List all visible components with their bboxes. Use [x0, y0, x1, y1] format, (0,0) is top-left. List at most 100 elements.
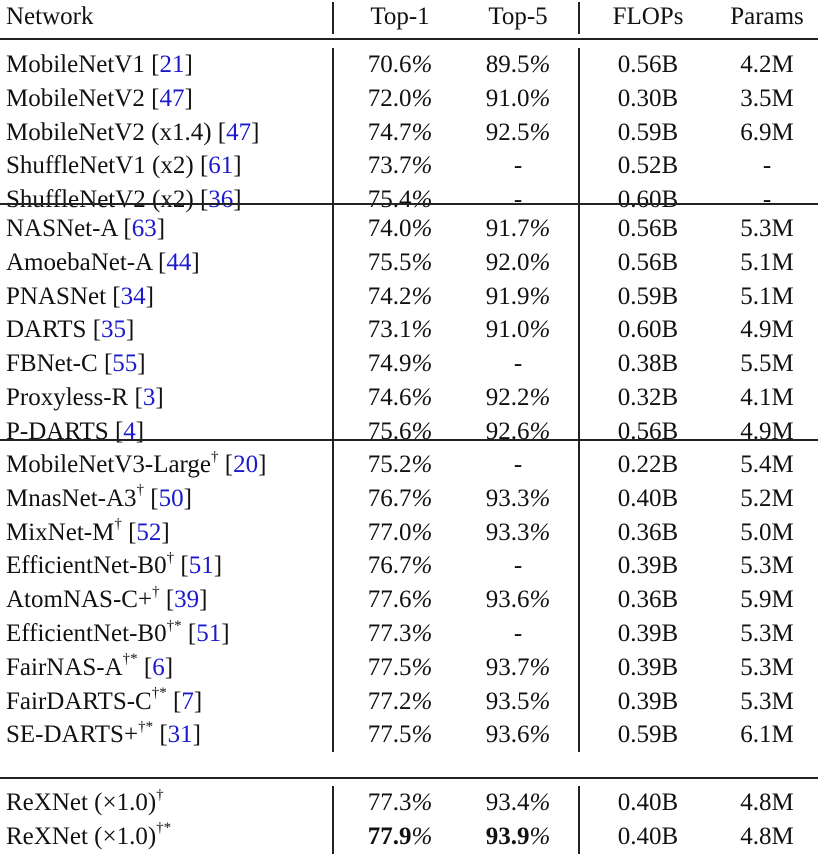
params-value: 6.1M [740, 721, 794, 749]
flops-value: 0.59B [617, 118, 679, 146]
network-label: FBNet-C [6, 350, 98, 378]
citation-link[interactable]: 31 [167, 721, 193, 749]
table-header-row: Network Top-1 Top-5 FLOPs Params [0, 0, 822, 34]
header-flops: FLOPs [612, 3, 684, 30]
top1-value: 76.7% [367, 484, 433, 512]
footnote-marker: † [166, 550, 175, 567]
footnote-marker: †* [122, 651, 138, 668]
footnote-marker: † [152, 583, 160, 600]
citation-link[interactable]: 3 [142, 384, 156, 411]
network-label: ShuffleNetV2 (x2) [6, 186, 194, 214]
column-divider [578, 786, 580, 854]
params-value: 5.9M [740, 586, 794, 614]
column-divider [578, 2, 580, 34]
table-row: Proxyless-R [3] 74.6% 92.2% 0.32B 4.1M [0, 381, 822, 415]
top1-value: 77.9% [367, 822, 433, 850]
citation-link[interactable]: 39 [174, 586, 200, 614]
table-row: MobileNetV1 [21] 70.6% 89.5% 0.56B 4.2M [0, 48, 822, 82]
citation-link[interactable]: 50 [158, 484, 184, 512]
top5-value: 91.0% [485, 316, 551, 344]
table-row: ShuffleNetV2 (x2) [36] 75.4% - 0.60B - [0, 183, 822, 217]
horizontal-rule [0, 439, 818, 441]
params-value: 4.8M [740, 789, 794, 816]
citation-link[interactable]: 52 [136, 518, 162, 546]
column-divider [578, 48, 580, 217]
top5-value: - [513, 152, 523, 180]
top1-value: 77.3% [367, 789, 433, 816]
flops-value: 0.59B [617, 721, 679, 749]
citation-link[interactable]: 7 [181, 687, 194, 715]
footnote-marker: † [156, 786, 164, 803]
table-row: ShuffleNetV1 (x2) [61] 73.7% - 0.52B - [0, 149, 822, 183]
network-name: Proxyless-R [3] [6, 384, 164, 411]
network-name: ShuffleNetV2 (x2) [36] [6, 186, 242, 214]
citation-link[interactable]: 6 [152, 653, 165, 681]
footnote-marker: † [211, 448, 219, 465]
citation-link[interactable]: 36 [208, 186, 234, 214]
top5-value: 91.0% [485, 84, 551, 112]
network-name: FairDARTS-C†* [7] [6, 685, 203, 715]
flops-value: 0.40B [617, 484, 679, 512]
network-name: EfficientNet-B0† [51] [6, 550, 223, 580]
network-name: EfficientNet-B0†* [51] [6, 617, 230, 647]
citation-link[interactable]: 61 [208, 152, 234, 180]
top1-value: 75.2% [367, 451, 433, 478]
top5-value: - [513, 552, 523, 580]
citation-link[interactable]: 20 [233, 451, 259, 478]
top5-value: - [513, 186, 523, 214]
citation-link[interactable]: 35 [101, 316, 127, 344]
flops-value: 0.36B [617, 518, 679, 546]
column-divider [578, 212, 580, 449]
flops-value: 0.56B [617, 417, 679, 445]
network-name: P-DARTS [4] [6, 417, 145, 445]
top1-value: 73.7% [367, 152, 433, 180]
citation-link[interactable]: 51 [196, 620, 222, 647]
params-value: 5.3M [740, 552, 794, 580]
table-row: MobileNetV2 [47] 72.0% 91.0% 0.30B 3.5M [0, 82, 822, 116]
params-value: 4.2M [740, 51, 794, 78]
flops-value: 0.40B [617, 822, 679, 850]
network-label: MobileNetV1 [6, 51, 145, 78]
top1-value: 75.5% [367, 248, 433, 276]
top1-value: 77.2% [367, 687, 433, 715]
top5-value: 92.0% [485, 248, 551, 276]
network-name: AmoebaNet-A [44] [6, 248, 200, 276]
network-label: AtomNAS-C+ [6, 586, 153, 614]
params-value: 5.3M [740, 687, 794, 715]
citation-link[interactable]: 63 [131, 215, 157, 242]
table-row: MnasNet-A3† [50] 76.7% 93.3% 0.40B 5.2M [0, 482, 822, 516]
params-value: 3.5M [740, 84, 794, 112]
network-name: NASNet-A [63] [6, 215, 166, 242]
network-label: MobileNetV3-Large [6, 451, 212, 478]
footnote-marker: †* [138, 719, 154, 736]
params-value: 5.3M [740, 620, 794, 647]
flops-value: 0.39B [617, 687, 679, 715]
top1-value: 74.0% [367, 215, 433, 242]
citation-link[interactable]: 44 [166, 248, 192, 276]
citation-link[interactable]: 47 [226, 118, 252, 146]
network-name: AtomNAS-C+† [39] [6, 583, 208, 614]
horizontal-rule [0, 203, 818, 205]
header-top5: Top-5 [488, 3, 548, 30]
network-name: ShuffleNetV1 (x2) [61] [6, 152, 242, 180]
table-row: MixNet-M† [52] 77.0% 93.3% 0.36B 5.0M [0, 516, 822, 550]
table-row: P-DARTS [4] 75.6% 92.6% 0.56B 4.9M [0, 415, 822, 449]
citation-link[interactable]: 4 [123, 417, 136, 445]
table-row: EfficientNet-B0† [51] 76.7% - 0.39B 5.3M [0, 549, 822, 583]
top1-value: 75.4% [367, 186, 433, 214]
citation-link[interactable]: 51 [188, 552, 214, 580]
citation-link[interactable]: 21 [159, 51, 185, 78]
params-value: 4.9M [740, 417, 794, 445]
table-row: DARTS [35] 73.1% 91.0% 0.60B 4.9M [0, 313, 822, 347]
network-name: MobileNetV2 [47] [6, 84, 193, 112]
flops-value: 0.30B [617, 84, 679, 112]
network-name: MixNet-M† [52] [6, 516, 170, 546]
table-row: FairDARTS-C†* [7] 77.2% 93.5% 0.39B 5.3M [0, 685, 822, 719]
citation-link[interactable]: 47 [159, 84, 185, 112]
citation-link[interactable]: 55 [112, 350, 138, 378]
citation-link[interactable]: 34 [120, 282, 146, 310]
top1-value: 74.9% [367, 350, 433, 378]
network-label: PNASNet [6, 282, 107, 310]
network-label: AmoebaNet-A [6, 248, 152, 276]
top5-value: 89.5% [485, 51, 551, 78]
